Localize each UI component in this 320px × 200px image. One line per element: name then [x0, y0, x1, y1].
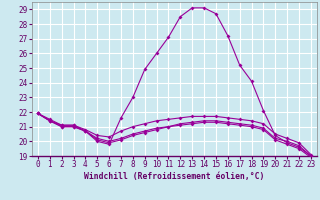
X-axis label: Windchill (Refroidissement éolien,°C): Windchill (Refroidissement éolien,°C) [84, 172, 265, 181]
